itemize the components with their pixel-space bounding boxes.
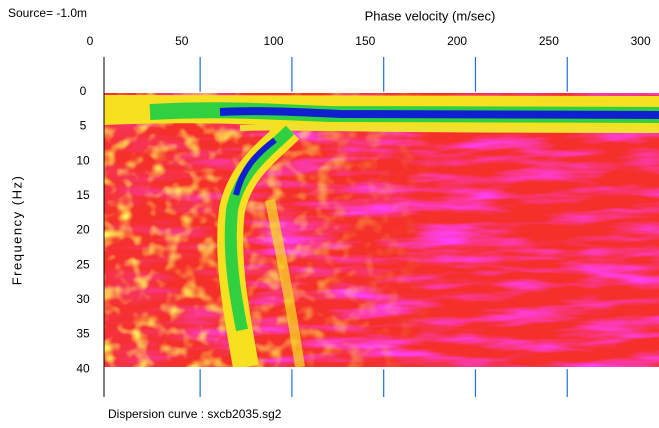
y-tick-label: 0: [80, 84, 87, 98]
y-tick-label: 25: [76, 257, 90, 271]
heatmap: [104, 93, 659, 367]
dispersion-ridge: [233, 137, 277, 196]
y-tick-label: 35: [76, 327, 90, 341]
x-tick-label: 150: [355, 34, 375, 48]
y-tick-label: 5: [80, 119, 87, 133]
x-tick-label: 0: [87, 34, 94, 48]
x-tick-label: 100: [264, 34, 284, 48]
y-tick-label: 30: [76, 292, 90, 306]
y-tick-label: 10: [76, 153, 90, 167]
heatmap-texture: [104, 93, 659, 367]
x-tick-label: 50: [175, 34, 189, 48]
footer: Dispersion curve : sxcb2035.sg2: [108, 407, 282, 421]
source-label: Source= -1.0m: [8, 6, 87, 20]
dispersion-ridge: [265, 199, 305, 367]
x-tick-label: 200: [447, 34, 467, 48]
y-tick-label: 20: [76, 223, 90, 237]
x-tick-label: 300: [631, 34, 651, 48]
dispersion-ridge: [224, 125, 295, 332]
y-axis-label: Frequency (Hz): [9, 175, 24, 286]
chart-title: Phase velocity (m/sec): [365, 8, 496, 23]
heatmap-band: [219, 107, 659, 119]
y-tick-label: 40: [76, 361, 90, 375]
heatmap-band: [239, 124, 659, 133]
x-tick-label: 250: [539, 34, 559, 48]
y-tick-label: 15: [76, 188, 90, 202]
